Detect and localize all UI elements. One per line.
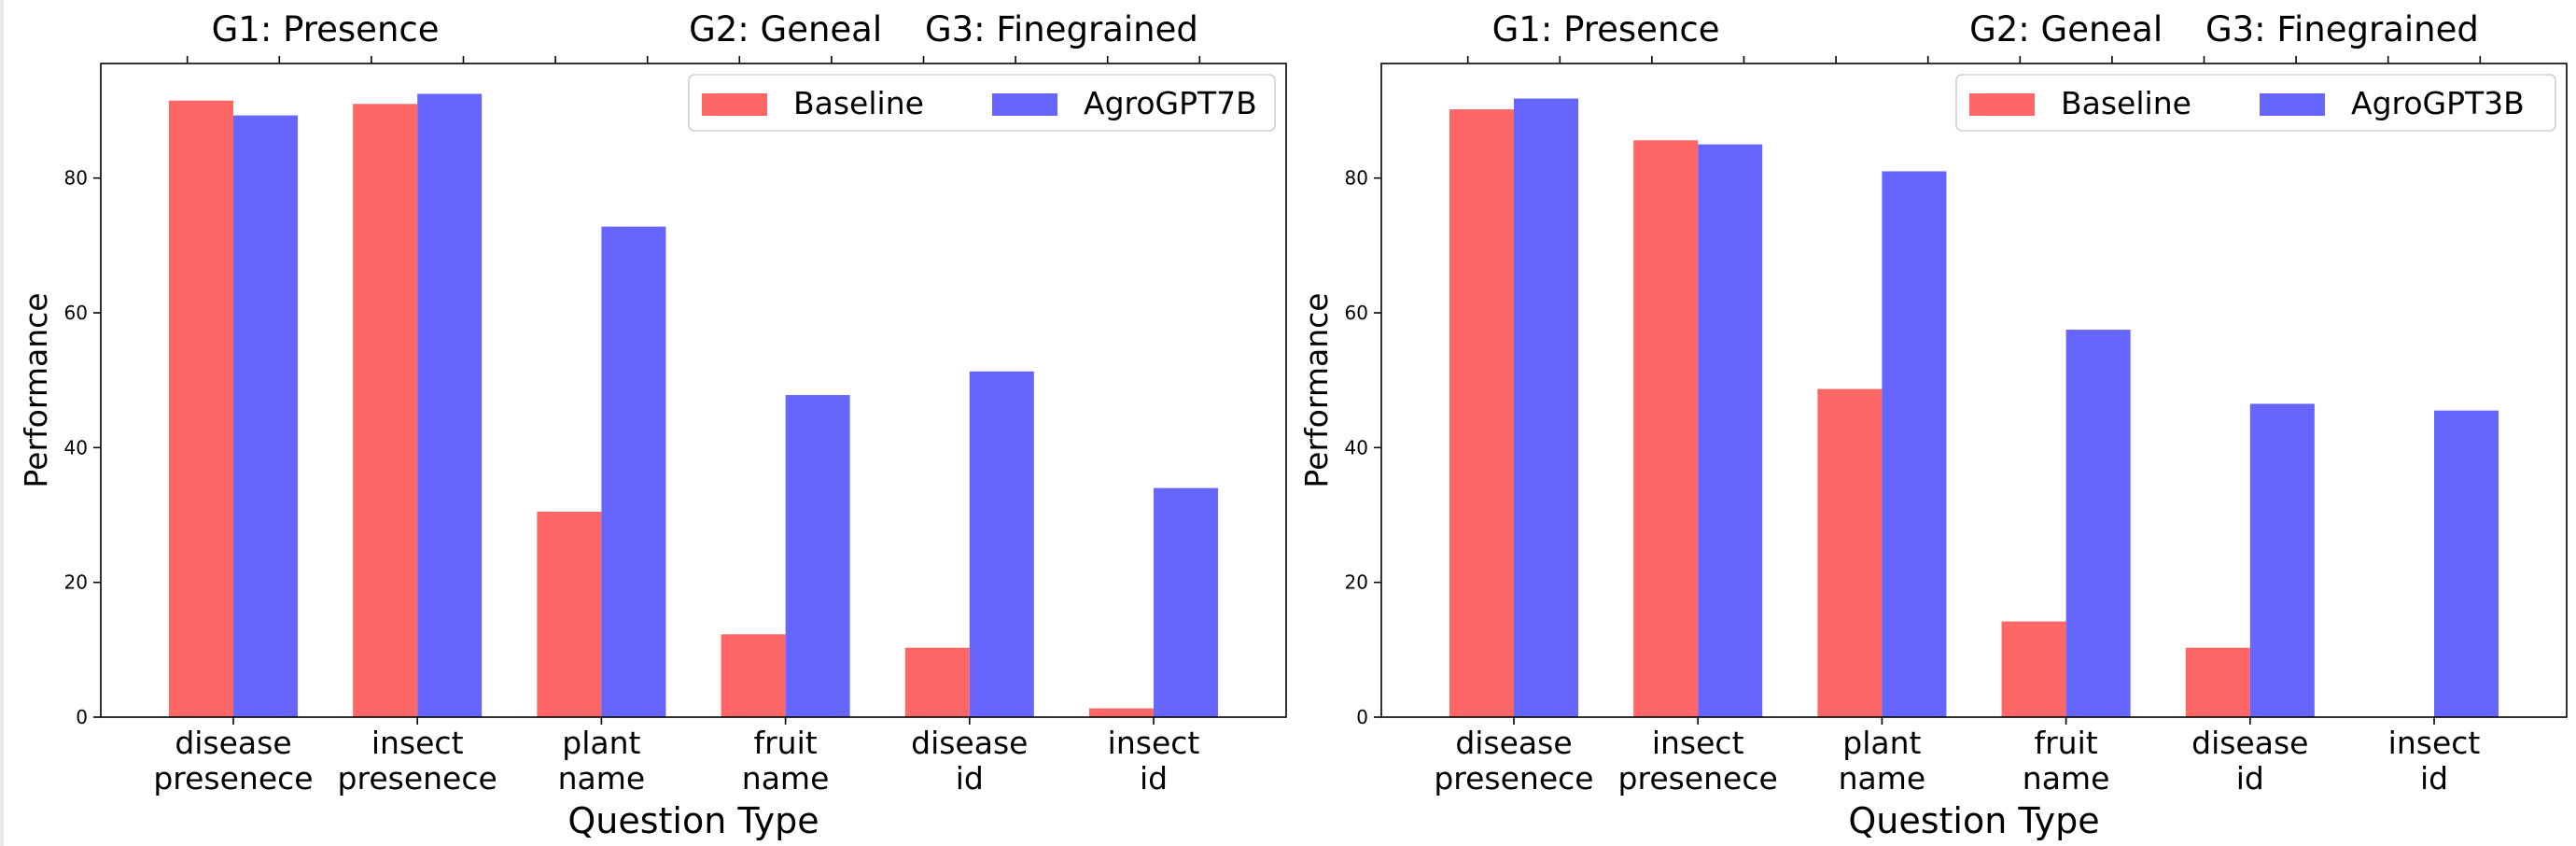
legend-swatch-baseline: [1969, 93, 2035, 116]
x-tick-label: presenece: [1618, 760, 1778, 797]
bar-agrogpt7b-insect-id: [1154, 487, 1219, 717]
bar-baseline-disease-presenece: [168, 100, 233, 717]
bar-agrogpt7b-plant-name: [601, 226, 666, 718]
bar-agrogpt7b-disease-id: [969, 371, 1034, 717]
bar-agrogpt3b-insect-presenece: [1698, 144, 1763, 718]
x-axis-label: Question Type: [567, 800, 819, 841]
x-tick-label: insect: [2388, 725, 2481, 761]
bar-baseline-fruit-name: [2001, 621, 2066, 717]
top-group-label: G2: Geneal: [1969, 9, 2163, 49]
x-tick-label: name: [1839, 760, 1926, 797]
y-tick-label: 20: [1345, 571, 1368, 594]
x-tick-label: id: [2236, 760, 2264, 797]
bar-agrogpt7b-insect-presenece: [417, 93, 483, 717]
legend-swatch-baseline: [702, 93, 767, 116]
y-axis-label: Performance: [1298, 292, 1335, 487]
x-tick-label: name: [2023, 760, 2110, 797]
y-tick-label: 80: [64, 167, 88, 190]
bar-agrogpt7b-fruit-name: [785, 395, 850, 717]
y-tick-label: 60: [1345, 302, 1368, 324]
bar-baseline-disease-id: [2185, 647, 2250, 717]
legend-box: [1955, 74, 2556, 132]
x-tick-label: insect: [1652, 725, 1744, 761]
x-tick-label: presenece: [338, 760, 497, 797]
x-tick-label: disease: [2191, 725, 2308, 761]
x-tick-label: presenece: [153, 760, 313, 797]
bar-baseline-insect-presenece: [353, 104, 418, 718]
x-tick-label: insect: [371, 725, 464, 761]
chart-panel-agrogpt3b: 0 20 40 60 80 disease presenece insect presenece…: [1288, 0, 2576, 846]
y-tick-label: 40: [64, 436, 88, 458]
x-tick-label: disease: [911, 725, 1028, 761]
x-tick-label: fruit: [753, 725, 817, 761]
bar-baseline-fruit-name: [721, 634, 786, 717]
x-tick-label: plant: [1842, 725, 1921, 761]
bar-chart-agrogpt7b: 020406080diseasepreseneceinsectpresenece…: [18, 9, 1287, 841]
x-tick-label: disease: [175, 725, 291, 761]
bar-baseline-disease-id: [904, 647, 970, 717]
axes-frame: [100, 63, 1287, 718]
legend-label-baseline: Baseline: [793, 85, 924, 121]
legend-box: [688, 74, 1276, 132]
x-tick-label: fruit: [2034, 725, 2097, 761]
x-tick-label: insect: [1108, 725, 1200, 761]
x-tick-label: id: [956, 760, 984, 797]
y-tick-label: 60: [64, 302, 88, 324]
bar-chart-agrogpt3b: 020406080diseasepreseneceinsectpresenece…: [1298, 9, 2568, 841]
x-tick-label: name: [558, 760, 646, 797]
bar-agrogpt3b-disease-presenece: [1513, 98, 1579, 718]
chart-panel-agrogpt7b: 0 20 40 60 80 disease presenece insect presenece…: [18, 9, 1287, 841]
legend-swatch-agrogpt7b: [992, 93, 1057, 116]
y-tick-label: 20: [64, 571, 88, 594]
bar-agrogpt3b-fruit-name: [2065, 330, 2131, 717]
legend-label-agrogpt3b: AgroGPT3B: [2351, 85, 2525, 121]
legend-swatch-agrogpt3b: [2260, 93, 2325, 116]
bar-baseline-disease-presenece: [1449, 109, 1514, 718]
x-tick-label: plant: [562, 725, 640, 761]
top-group-label: G1: Presence: [1492, 9, 1720, 49]
x-tick-label: id: [2420, 760, 2448, 797]
y-tick-label: 80: [1345, 167, 1368, 190]
y-axis-label: Performance: [18, 292, 54, 487]
bar-agrogpt3b-plant-name: [1882, 171, 1947, 717]
bar-agrogpt7b-disease-presenece: [232, 115, 299, 717]
bar-baseline-insect-presenece: [1633, 140, 1699, 717]
bar-baseline-plant-name: [1817, 388, 1883, 717]
legend-label-baseline: Baseline: [2061, 85, 2191, 121]
legend-label-agrogpt7b: AgroGPT7B: [1084, 85, 1257, 121]
bar-baseline-plant-name: [537, 511, 602, 717]
y-tick-label: 0: [1356, 706, 1368, 728]
bar-agrogpt3b-disease-id: [2249, 403, 2315, 717]
bar-baseline-insect-id: [1088, 708, 1155, 717]
top-group-label: G1: Presence: [212, 9, 440, 49]
bar-agrogpt3b-insect-id: [2434, 410, 2499, 717]
y-tick-label: 0: [76, 706, 88, 728]
top-group-label: G3: Finegrained: [925, 9, 1198, 49]
x-tick-label: presenece: [1434, 760, 1593, 797]
top-group-label: G3: Finegrained: [2205, 9, 2479, 49]
x-axis-label: Question Type: [1848, 800, 2099, 841]
x-tick-label: disease: [1455, 725, 1572, 761]
top-group-label: G2: Geneal: [689, 9, 882, 49]
window-edge: [0, 0, 4, 846]
axes-frame: [1380, 63, 2568, 718]
x-tick-label: name: [742, 760, 830, 797]
x-tick-label: id: [1140, 760, 1168, 797]
y-tick-label: 40: [1345, 436, 1368, 458]
